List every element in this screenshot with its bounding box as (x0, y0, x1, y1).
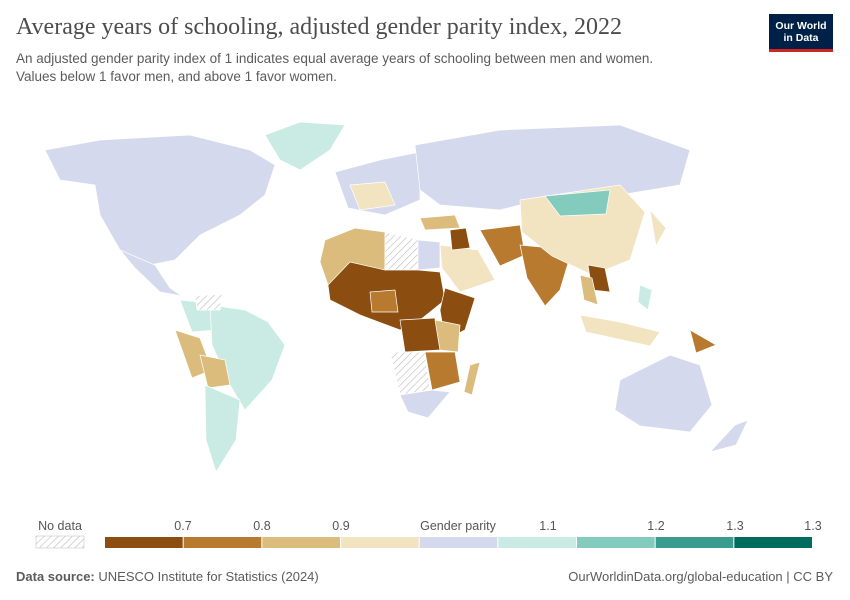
source-text: UNESCO Institute for Statistics (2024) (98, 569, 319, 584)
legend-swatch (419, 537, 498, 548)
country[interactable] (708, 419, 749, 453)
legend-label: 0.7 (174, 519, 191, 533)
legend-swatch (734, 537, 812, 548)
legend-swatch (341, 537, 419, 548)
legend-swatch (498, 537, 576, 548)
country[interactable] (384, 231, 421, 271)
legend-swatch (577, 537, 655, 548)
country[interactable] (194, 293, 223, 311)
country[interactable] (579, 274, 599, 306)
country[interactable] (399, 317, 441, 353)
country[interactable] (479, 224, 526, 267)
country[interactable] (199, 354, 231, 389)
country[interactable] (399, 389, 451, 419)
source-label: Data source: (16, 569, 95, 584)
logo-line: in Data (783, 32, 819, 44)
country[interactable] (434, 319, 461, 353)
country[interactable] (463, 361, 481, 396)
legend-label: 1.3 (726, 519, 743, 533)
logo-line: Our World (775, 20, 827, 32)
legend-swatch (183, 537, 262, 548)
logo[interactable]: Our World in Data (769, 14, 833, 52)
country[interactable] (649, 208, 667, 248)
legend-swatch (655, 537, 734, 548)
legend: 0.7 0.8 0.9 Gender parity 1.1 1.2 1.3 1.3 (105, 519, 822, 548)
country[interactable] (389, 351, 431, 396)
no-data-swatch (35, 535, 85, 549)
legend-label: 0.9 (332, 519, 349, 533)
legend-label: 0.8 (253, 519, 270, 533)
country[interactable] (119, 249, 183, 297)
legend-swatch (105, 537, 183, 548)
country[interactable] (264, 121, 346, 171)
country[interactable] (637, 284, 653, 311)
title: Average years of schooling, adjusted gen… (16, 14, 623, 40)
country[interactable] (439, 244, 496, 293)
country[interactable] (544, 189, 611, 217)
legend-label: Gender parity (420, 519, 496, 533)
no-data-label: No data (38, 519, 82, 533)
country[interactable] (369, 289, 399, 313)
countries (44, 121, 749, 473)
country[interactable] (449, 227, 471, 251)
country[interactable] (579, 314, 661, 347)
country[interactable] (689, 329, 717, 354)
legend-label: 1.3 (804, 519, 821, 533)
subtitle-line: An adjusted gender parity index of 1 ind… (16, 51, 654, 66)
legend-label: 1.2 (647, 519, 664, 533)
country[interactable] (519, 184, 646, 276)
subtitle-line: Values below 1 favor men, and above 1 fa… (16, 69, 337, 84)
country[interactable] (204, 384, 241, 473)
legend-label: 1.1 (539, 519, 556, 533)
subtitle: An adjusted gender parity index of 1 ind… (16, 50, 653, 86)
country[interactable] (419, 214, 461, 231)
country[interactable] (44, 134, 276, 266)
country[interactable] (349, 181, 396, 211)
country[interactable] (424, 351, 461, 391)
credit[interactable]: OurWorldinData.org/global-education | CC… (568, 569, 833, 584)
country[interactable] (417, 239, 441, 271)
country[interactable] (614, 354, 713, 433)
source: Data source: UNESCO Institute for Statis… (16, 569, 319, 584)
legend-swatch (262, 537, 340, 548)
